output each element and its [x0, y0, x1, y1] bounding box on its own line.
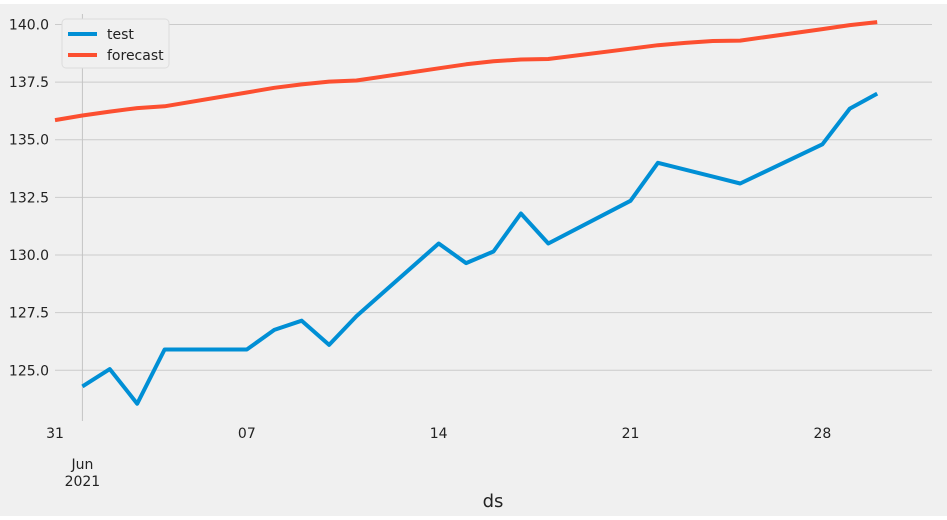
- plot-area: [55, 6, 932, 421]
- x-tick-label: 21: [622, 426, 640, 442]
- y-tick-label: 140.0: [9, 17, 49, 33]
- legend: test forecast: [61, 18, 170, 69]
- x-tick-label: 31: [46, 426, 64, 442]
- x-tick-label: 07: [238, 426, 256, 442]
- y-tick-label: 130.0: [9, 248, 49, 264]
- legend-label-forecast: forecast: [107, 48, 164, 64]
- x-tick-label: 28: [813, 426, 831, 442]
- series-line-forecast: [54, 20, 878, 123]
- legend-label-test: test: [107, 27, 134, 43]
- gridlines: [55, 14, 932, 421]
- x-major-tick-label: Jun 2021: [65, 457, 101, 490]
- y-tick-label: 132.5: [9, 190, 49, 206]
- y-tick-label: 125.0: [9, 363, 49, 379]
- x-axis-label: ds: [483, 491, 504, 512]
- series-lines: [54, 20, 879, 406]
- y-tick-label: 127.5: [9, 306, 49, 322]
- y-tick-label: 137.5: [9, 75, 49, 91]
- x-tick-label: 14: [430, 426, 448, 442]
- y-tick-label: 135.0: [9, 133, 49, 149]
- y-axis-ticks: 125.0 127.5 130.0 132.5 135.0 137.5 140.0: [9, 17, 49, 379]
- series-line-test: [81, 91, 879, 406]
